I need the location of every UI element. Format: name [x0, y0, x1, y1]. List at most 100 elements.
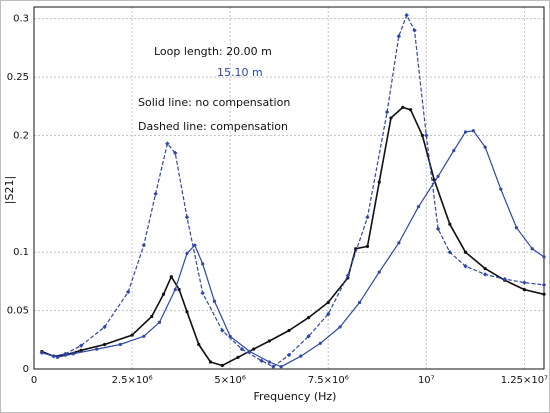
data-point: [463, 264, 468, 269]
data-point: [471, 129, 475, 133]
data-point: [541, 282, 547, 288]
data-point: [384, 109, 390, 115]
data-point: [125, 289, 131, 295]
data-point: [358, 300, 362, 305]
data-point: [95, 347, 99, 351]
data-point: [71, 352, 75, 356]
y-axis-label: |S21|: [3, 176, 16, 204]
data-point: [420, 133, 424, 138]
data-point: [142, 334, 146, 338]
data-point: [220, 363, 224, 368]
data-point: [424, 133, 429, 138]
data-point: [157, 320, 162, 324]
data-point: [307, 316, 311, 320]
data-point: [409, 108, 413, 112]
data-point: [208, 360, 213, 364]
data-point: [79, 348, 83, 352]
data-point: [483, 266, 487, 271]
data-point: [177, 287, 181, 292]
x-tick-label: 1.25×10⁷: [501, 375, 548, 386]
data-point: [522, 280, 527, 285]
data-point: [365, 244, 370, 248]
grid: [34, 7, 544, 369]
data-point: [448, 222, 452, 226]
y-tick-label: 0: [23, 364, 29, 375]
data-point: [447, 250, 453, 255]
x-tick-label: 10⁷: [418, 375, 435, 386]
data-point: [514, 226, 519, 230]
data-point: [141, 243, 147, 248]
data-point: [169, 275, 173, 279]
data-point: [401, 105, 405, 110]
data-point: [396, 33, 402, 39]
data-point: [463, 250, 468, 254]
y-tick-label: 0.2: [13, 130, 29, 141]
data-point: [197, 342, 201, 347]
x-tick-label: 7.5×10⁶: [308, 375, 349, 386]
data-point: [173, 287, 177, 292]
data-point: [499, 187, 503, 191]
data-point: [161, 292, 166, 296]
data-point: [220, 328, 225, 333]
plot-area: [33, 6, 545, 370]
data-point: [212, 299, 217, 303]
data-point: [412, 28, 417, 33]
data-point: [287, 328, 291, 333]
series-line: [41, 14, 545, 368]
data-point: [279, 365, 283, 369]
data-point: [259, 358, 264, 364]
data-point: [236, 355, 240, 359]
data-point: [436, 174, 440, 178]
data-point: [201, 262, 205, 266]
data-point: [286, 352, 292, 358]
data-point: [118, 342, 122, 347]
data-point: [452, 149, 456, 153]
data-point: [173, 150, 178, 156]
y-tick-label: 0.25: [7, 72, 29, 83]
data-point: [338, 325, 342, 329]
data-point: [345, 273, 351, 278]
data-point: [185, 251, 189, 255]
annotation-solid-line: Solid line: no compensation: [138, 96, 290, 109]
series-line: [41, 106, 545, 367]
data-point: [248, 349, 252, 354]
y-tick-label: 0.3: [13, 14, 29, 25]
annotation-loop-length-2: 15.10 m: [217, 66, 263, 79]
data-point: [318, 341, 322, 345]
data-point: [165, 141, 170, 146]
data-point: [267, 360, 271, 364]
data-point: [326, 300, 330, 305]
data-point: [542, 292, 546, 296]
data-point: [502, 276, 507, 282]
annotation-loop-length: Loop length: 20.00 m: [154, 45, 272, 58]
data-point: [271, 364, 276, 369]
x-tick-label: 5×10⁶: [214, 375, 245, 386]
series-2: [40, 129, 546, 369]
data-point: [377, 270, 381, 274]
data-point: [102, 324, 107, 330]
data-point: [252, 347, 256, 351]
data-point: [404, 12, 409, 18]
data-point: [228, 334, 232, 338]
data-point: [463, 130, 468, 134]
data-point: [306, 334, 311, 339]
x-axis-label: Frequency (Hz): [254, 390, 337, 403]
data-point: [522, 287, 526, 292]
x-tick-label: 2.5×10⁶: [112, 375, 153, 386]
data-point: [299, 354, 303, 358]
data-point: [542, 255, 546, 259]
data-point: [365, 214, 370, 220]
data-point: [150, 314, 154, 319]
data-point: [55, 355, 60, 359]
axis-ticks: 0 2.5×10⁶ 5×10⁶ 7.5×10⁶ 10⁷ 1.25×10⁷ 0 0.05 0.1 0…: [7, 14, 548, 386]
series-0: [40, 105, 546, 368]
series-group: [39, 12, 547, 369]
data-point: [153, 191, 158, 197]
y-tick-label: 0.05: [7, 306, 29, 317]
data-point: [530, 247, 534, 251]
data-point: [78, 343, 84, 348]
data-point: [239, 346, 245, 352]
data-point: [185, 310, 189, 314]
